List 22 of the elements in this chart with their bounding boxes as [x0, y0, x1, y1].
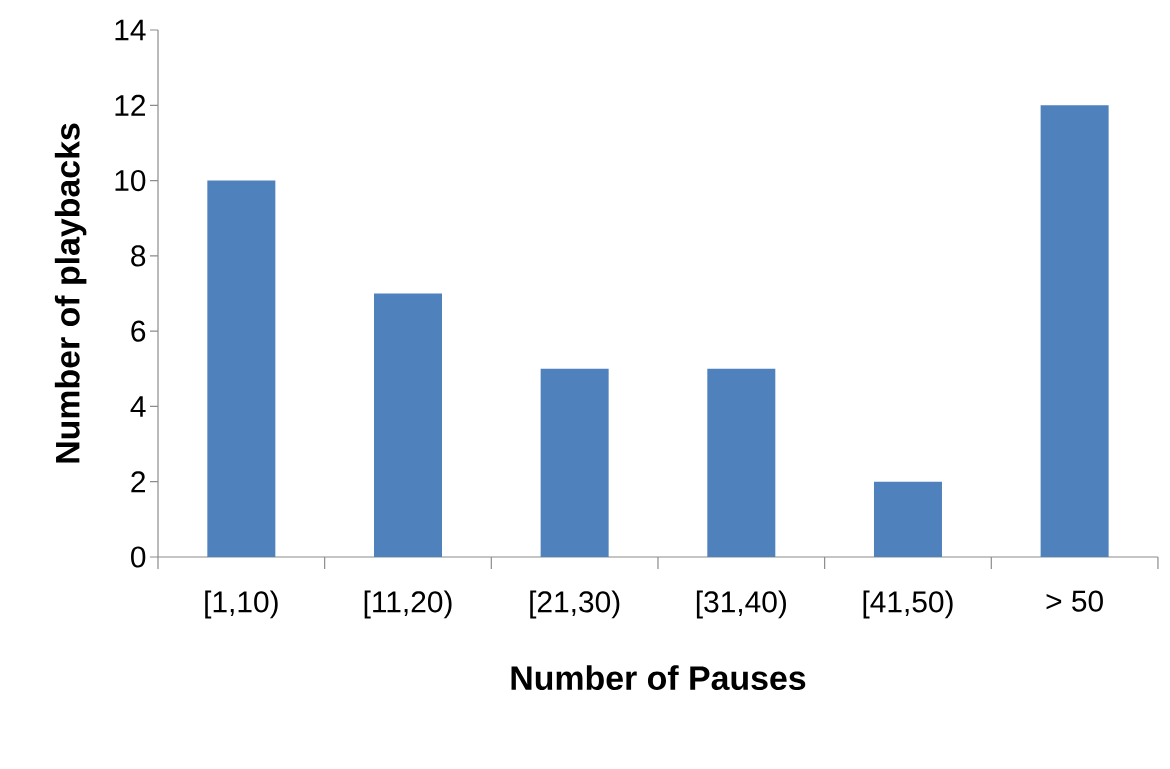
x-tick-label: [41,50)	[863, 590, 953, 619]
y-tick-label: 14	[115, 19, 146, 41]
bar	[1040, 105, 1109, 557]
y-tick-label: 4	[130, 396, 146, 417]
bar	[207, 180, 276, 557]
y-tick-label: 10	[115, 169, 146, 192]
bar	[373, 293, 442, 557]
x-tick-label: [21,30)	[530, 590, 620, 619]
x-tick-label: [31,40)	[696, 590, 786, 619]
bar	[873, 481, 942, 557]
y-tick-label: 0	[131, 546, 146, 568]
y-tick-label: 6	[131, 320, 146, 342]
y-tick-label: 2	[131, 471, 145, 493]
y-axis-title: Number of playbacks	[54, 123, 87, 463]
x-tick-label: [1,10)	[205, 590, 278, 619]
x-tick-label: > 50	[1046, 590, 1103, 612]
x-axis-title: Number of Pauses	[511, 665, 806, 691]
y-tick-label: 12	[115, 94, 145, 116]
y-tick-label: 8	[131, 245, 146, 267]
x-tick-label: [11,20)	[364, 590, 452, 619]
bar	[540, 368, 609, 557]
bar	[707, 368, 776, 557]
